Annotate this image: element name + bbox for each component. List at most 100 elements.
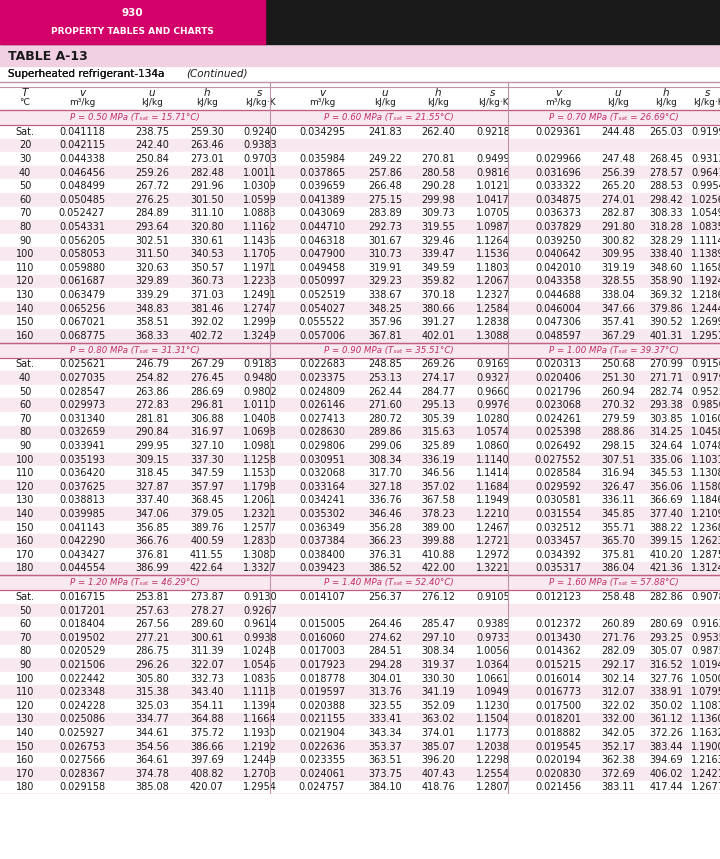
Text: 296.81: 296.81: [190, 400, 224, 411]
Text: 314.25: 314.25: [649, 428, 683, 437]
Bar: [0, 329, 720, 343]
Text: 0.021904: 0.021904: [299, 728, 345, 738]
Text: 0.013430: 0.013430: [535, 633, 581, 643]
Text: 329.89: 329.89: [135, 277, 169, 286]
Text: 355.71: 355.71: [601, 522, 635, 533]
Text: 0.068775: 0.068775: [59, 331, 105, 341]
Text: 394.69: 394.69: [649, 755, 683, 765]
Text: 40: 40: [19, 373, 31, 383]
Text: 330.30: 330.30: [421, 673, 455, 684]
Text: (Continued): (Continued): [186, 69, 248, 79]
Text: m³/kg: m³/kg: [309, 98, 336, 107]
Text: 1.2067: 1.2067: [476, 277, 510, 286]
Text: 334.77: 334.77: [135, 715, 169, 724]
Text: 349.59: 349.59: [421, 263, 455, 273]
Text: 337.40: 337.40: [135, 496, 169, 505]
Text: kJ/kg: kJ/kg: [427, 98, 449, 107]
Text: 1.2061: 1.2061: [243, 496, 277, 505]
Text: 1.3124: 1.3124: [691, 564, 720, 574]
Text: 286.75: 286.75: [135, 647, 169, 656]
Bar: [0, 631, 720, 644]
Text: 0.9183: 0.9183: [243, 359, 276, 369]
Text: 0.042115: 0.042115: [59, 140, 105, 150]
Text: 0.024061: 0.024061: [299, 769, 345, 779]
Text: 0.012123: 0.012123: [535, 592, 581, 602]
Text: 170: 170: [16, 769, 35, 779]
Text: 420.07: 420.07: [190, 783, 224, 792]
Text: 338.04: 338.04: [601, 290, 635, 300]
Text: 350.02: 350.02: [649, 701, 683, 710]
Bar: [0, 480, 720, 494]
Bar: [0, 534, 720, 548]
Text: 1.1580: 1.1580: [691, 482, 720, 492]
Text: 0.018404: 0.018404: [59, 619, 105, 629]
Text: 1.2584: 1.2584: [476, 303, 510, 314]
Text: 1.2467: 1.2467: [476, 522, 510, 533]
Text: 283.89: 283.89: [368, 209, 402, 218]
Text: 390.52: 390.52: [649, 317, 683, 327]
Text: 367.81: 367.81: [368, 331, 402, 341]
Text: 0.024228: 0.024228: [59, 701, 105, 710]
Text: 248.85: 248.85: [368, 359, 402, 369]
Text: P = 0.90 MPa (Tₛₐₜ = 35.51°C): P = 0.90 MPa (Tₛₐₜ = 35.51°C): [324, 345, 454, 355]
Text: 1.2951: 1.2951: [691, 331, 720, 341]
Text: 100: 100: [16, 249, 34, 259]
Text: 259.30: 259.30: [190, 127, 224, 137]
Text: T: T: [22, 88, 28, 98]
Text: 90: 90: [19, 441, 31, 451]
Text: 275.15: 275.15: [368, 195, 402, 204]
Text: 50: 50: [19, 181, 31, 192]
Text: 249.22: 249.22: [368, 154, 402, 164]
Text: 401.31: 401.31: [649, 331, 683, 341]
Text: 273.01: 273.01: [190, 154, 224, 164]
Text: 422.00: 422.00: [421, 564, 455, 574]
Text: 1.0860: 1.0860: [476, 441, 510, 451]
Text: 251.30: 251.30: [601, 373, 635, 383]
Text: 347.59: 347.59: [190, 468, 224, 478]
Text: 1.0546: 1.0546: [243, 660, 277, 670]
Text: 0.9954: 0.9954: [691, 181, 720, 192]
Text: 130: 130: [16, 715, 34, 724]
Text: 0.027552: 0.027552: [535, 454, 581, 465]
Text: kJ/kg·K: kJ/kg·K: [693, 98, 720, 107]
Bar: [0, 247, 720, 261]
Text: 0.9875: 0.9875: [691, 647, 720, 656]
Text: Superheated refrigerant-134a: Superheated refrigerant-134a: [8, 69, 168, 79]
Text: 0.040642: 0.040642: [535, 249, 581, 259]
Text: 361.12: 361.12: [649, 715, 683, 724]
Text: 270.99: 270.99: [649, 359, 683, 369]
Text: 309.95: 309.95: [601, 249, 635, 259]
Text: 0.027035: 0.027035: [59, 373, 105, 383]
Text: 308.34: 308.34: [368, 454, 402, 465]
Text: 350.57: 350.57: [190, 263, 224, 273]
Text: 320.80: 320.80: [190, 222, 224, 232]
Text: 379.86: 379.86: [649, 303, 683, 314]
Bar: [0, 399, 720, 412]
Text: 1.1900: 1.1900: [691, 741, 720, 752]
Text: 274.01: 274.01: [601, 195, 635, 204]
Text: 1.0883: 1.0883: [243, 209, 276, 218]
Text: s: s: [490, 88, 495, 98]
Text: 1.2699: 1.2699: [691, 317, 720, 327]
Text: 386.04: 386.04: [601, 564, 635, 574]
Text: 0.039250: 0.039250: [535, 235, 581, 246]
Text: 410.20: 410.20: [649, 550, 683, 560]
Text: kJ/kg: kJ/kg: [141, 98, 163, 107]
Text: 326.47: 326.47: [601, 482, 635, 492]
Bar: [0, 125, 720, 138]
Text: 1.1930: 1.1930: [243, 728, 276, 738]
Text: P = 0.60 MPa (Tₛₐₜ = 21.55°C): P = 0.60 MPa (Tₛₐₜ = 21.55°C): [324, 113, 454, 122]
Text: 170: 170: [16, 550, 35, 560]
Text: 60: 60: [19, 400, 31, 411]
Text: 0.036349: 0.036349: [299, 522, 345, 533]
Text: 1.2109: 1.2109: [691, 509, 720, 519]
Text: 0.035984: 0.035984: [299, 154, 345, 164]
Text: 282.86: 282.86: [649, 592, 683, 602]
Text: 319.91: 319.91: [368, 263, 402, 273]
Text: 0.034295: 0.034295: [299, 127, 345, 137]
Text: 0.9240: 0.9240: [243, 127, 277, 137]
Text: 0.027566: 0.027566: [59, 755, 105, 765]
Bar: [0, 261, 720, 275]
Text: 1.1258: 1.1258: [243, 454, 277, 465]
Text: 0.9535: 0.9535: [691, 633, 720, 643]
